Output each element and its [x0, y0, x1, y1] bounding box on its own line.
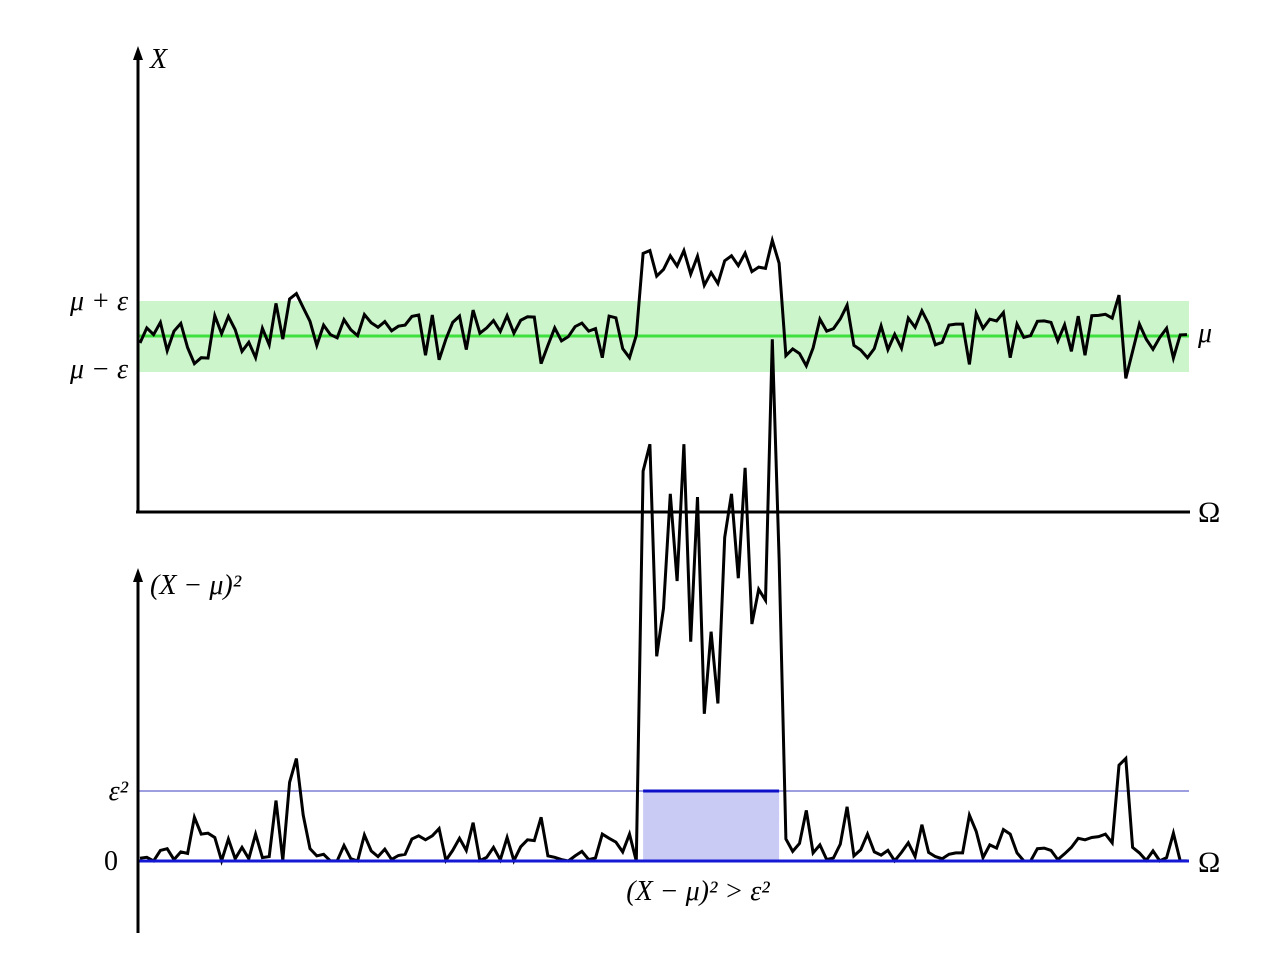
top-panel: X Ω μ + ε μ − ε μ: [69, 44, 1220, 529]
bottom-x-axis-label: Ω: [1198, 846, 1220, 879]
bottom-squared-deviation-curve: [139, 339, 1187, 866]
mean-label: μ: [1197, 318, 1212, 349]
top-signal-curve: [138, 234, 1188, 379]
bottom-panel: (X − μ)² Ω ε² 0 (X − μ)² > ε²: [104, 339, 1220, 933]
threshold-label: ε²: [109, 776, 129, 807]
zero-label: 0: [104, 846, 118, 877]
exceedance-region: [643, 791, 780, 861]
exceedance-region-label: (X − μ)² > ε²: [626, 876, 770, 907]
top-x-axis-label: Ω: [1198, 496, 1220, 529]
band-upper-label: μ + ε: [69, 286, 128, 317]
band-lower-label: μ − ε: [69, 354, 128, 385]
top-y-axis-label: X: [149, 44, 168, 75]
bottom-y-axis-label: (X − μ)²: [150, 570, 242, 601]
